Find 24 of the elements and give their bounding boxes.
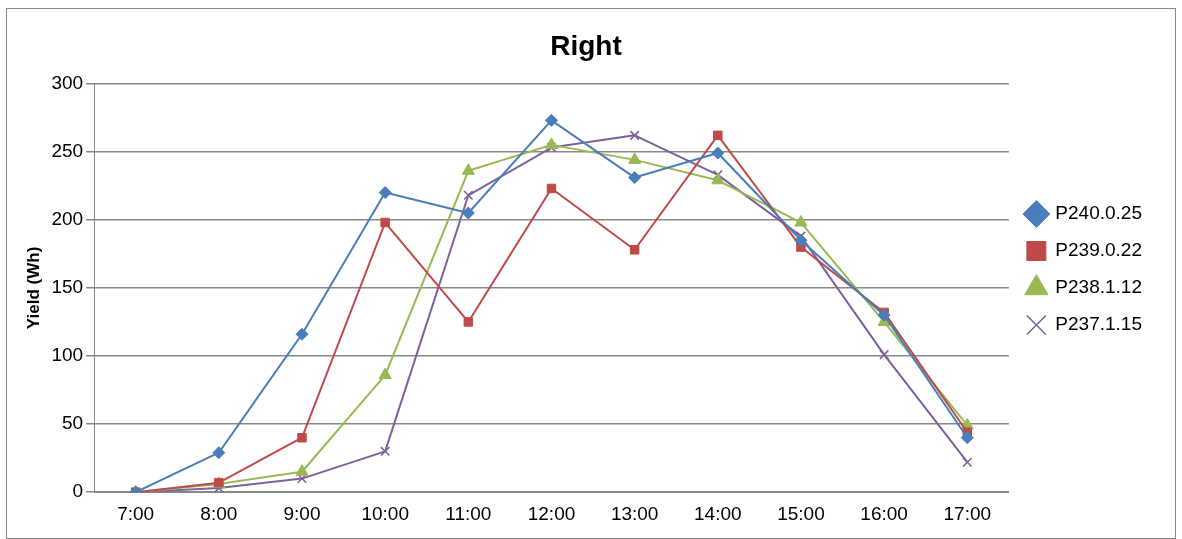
legend-label: P237.1.15 [1055, 313, 1143, 335]
y-tick-label: 100 [51, 344, 84, 366]
x-tick-label: 17:00 [943, 502, 992, 524]
x-tick-label: 10:00 [361, 502, 409, 524]
y-tick-label: 300 [51, 71, 84, 93]
legend-label: P239.0.22 [1055, 239, 1143, 261]
x-tick-label: 13:00 [610, 502, 659, 524]
x-tick-label: 15:00 [777, 502, 825, 524]
x-tick-label: 12:00 [527, 502, 576, 524]
y-tick-label: 200 [51, 208, 84, 230]
y-tick-label: 0 [72, 480, 84, 502]
x-tick-label: 8:00 [200, 502, 238, 524]
x-tick-label: 7:00 [117, 502, 155, 524]
x-tick-label: 11:00 [445, 502, 492, 524]
chart-title: Right [550, 29, 622, 61]
y-axis-title: Yield (Wh) [23, 246, 43, 330]
x-tick-label: 14:00 [694, 502, 742, 524]
legend-label: P238.1.12 [1055, 276, 1143, 298]
y-tick-label: 250 [51, 139, 84, 161]
y-tick-label: 150 [51, 276, 84, 298]
y-tick-label: 50 [61, 412, 84, 434]
x-tick-label: 16:00 [860, 502, 908, 524]
legend-label: P240.0.25 [1055, 202, 1143, 224]
x-tick-label: 9:00 [283, 502, 321, 524]
